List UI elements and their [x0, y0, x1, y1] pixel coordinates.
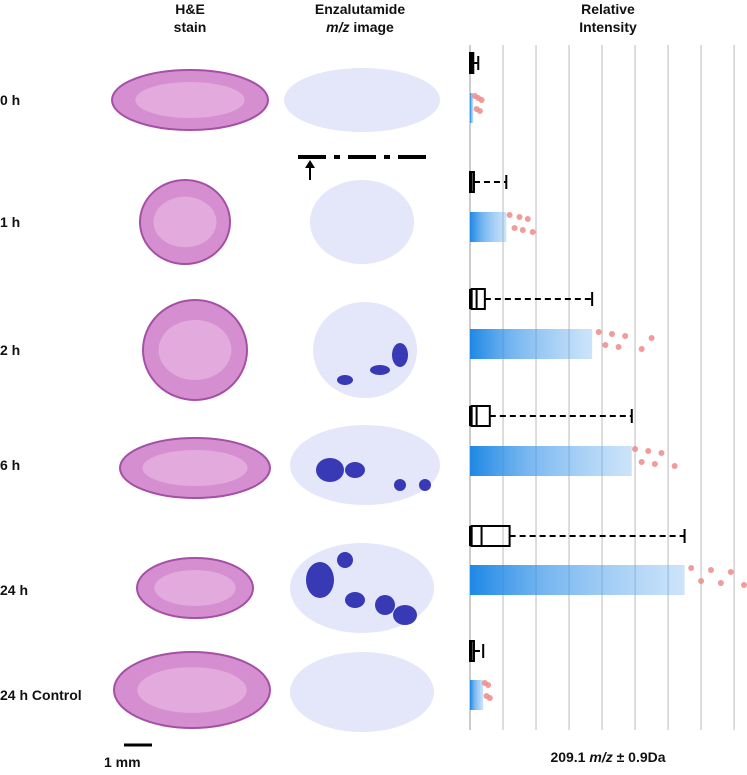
outlier-point: [602, 342, 609, 348]
axis-label-part: m/z: [589, 749, 612, 765]
outlier-point: [727, 569, 734, 575]
msi-hotspot: [394, 479, 406, 491]
he-texture: [137, 667, 247, 713]
outlier-point: [595, 329, 602, 335]
axis-label-part: 209.1: [550, 749, 585, 765]
outlier-point: [698, 578, 705, 584]
outlier-point: [486, 695, 493, 701]
he-texture: [153, 196, 217, 248]
msi-image: [284, 68, 440, 132]
row-label: 6 h: [0, 457, 20, 473]
outlier-point: [645, 448, 652, 454]
outlier-point: [485, 682, 492, 688]
outlier-point: [529, 229, 536, 235]
point-strip: [470, 680, 484, 710]
header: Intensity: [579, 19, 637, 35]
point-strip: [470, 329, 593, 359]
header-part: image: [353, 19, 394, 35]
row-label: 2 h: [0, 342, 20, 358]
msi-hotspot: [392, 343, 408, 367]
arrow-head: [305, 160, 315, 168]
outlier-point: [651, 461, 658, 467]
msi-hotspot: [316, 458, 344, 482]
box: [470, 405, 491, 427]
header: H&E: [175, 1, 205, 17]
point-strip: [470, 212, 507, 242]
outlier-point: [476, 108, 483, 114]
outlier-point: [615, 344, 622, 350]
scale-label: 1 mm: [104, 754, 141, 770]
outlier-point: [671, 463, 678, 469]
msi-hotspot: [337, 552, 353, 568]
outlier-point: [622, 333, 629, 339]
msi-image: [290, 652, 434, 732]
header: m/z image: [326, 19, 394, 35]
msi-hotspot: [393, 605, 417, 625]
outlier-point: [632, 446, 639, 452]
outlier-point: [638, 346, 645, 352]
outlier-point: [511, 225, 518, 231]
axis-label-part: ± 0.9Da: [617, 749, 666, 765]
row-label: 24 h Control: [0, 687, 82, 703]
outlier-point: [478, 97, 485, 103]
point-strip: [470, 446, 632, 476]
outlier-point: [648, 335, 655, 341]
header-part: m/z: [326, 19, 349, 35]
row-label: 24 h: [0, 582, 28, 598]
point-strip: [470, 93, 474, 123]
header: Relative: [581, 1, 635, 17]
outlier-point: [741, 582, 747, 588]
box: [470, 525, 511, 547]
outlier-point: [688, 565, 695, 571]
msi-hotspot: [375, 595, 395, 615]
header: Enzalutamide: [315, 1, 405, 17]
he-texture: [158, 320, 232, 380]
msi-image: [313, 302, 417, 398]
msi-hotspot: [345, 592, 365, 608]
row-label: 1 h: [0, 214, 20, 230]
he-texture: [142, 450, 248, 486]
outlier-point: [717, 580, 724, 586]
outlier-point: [516, 214, 523, 220]
he-texture: [135, 82, 245, 118]
outlier-point: [608, 331, 615, 337]
msi-image: [290, 425, 440, 505]
msi-hotspot: [345, 462, 365, 478]
outlier-point: [524, 216, 531, 222]
header: stain: [174, 19, 207, 35]
msi-image: [310, 180, 414, 264]
row-label: 0 h: [0, 92, 20, 108]
outlier-point: [506, 212, 513, 218]
box: [470, 288, 486, 310]
point-strip: [470, 565, 685, 595]
outlier-point: [658, 450, 665, 456]
axis-label: 209.1 m/z ± 0.9Da: [550, 749, 665, 765]
outlier-point: [638, 459, 645, 465]
msi-hotspot: [419, 479, 431, 491]
msi-hotspot: [306, 562, 334, 598]
msi-hotspot: [337, 375, 353, 385]
msi-hotspot: [370, 365, 390, 375]
he-texture: [154, 570, 236, 606]
outlier-point: [707, 567, 714, 573]
outlier-point: [519, 227, 526, 233]
